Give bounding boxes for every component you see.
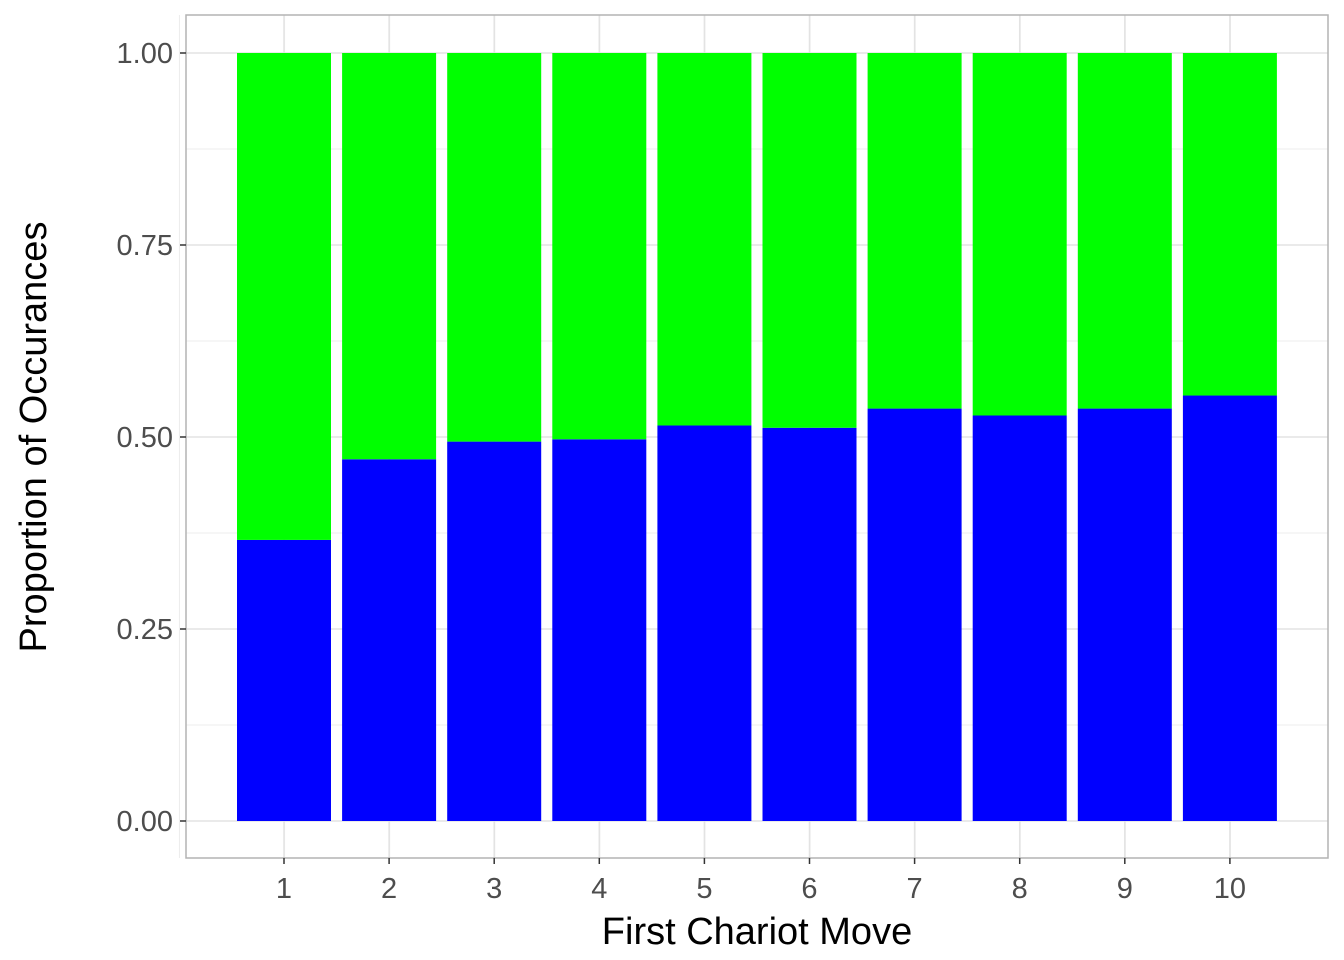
axes: 0.00 0.25 0.50 0.75 1.00 1 2 3 4 5 6 7 8 9 10 <box>117 38 1246 905</box>
bar-segment-1-7 <box>867 408 962 821</box>
x-tick-label: 4 <box>591 873 607 905</box>
bar-segment-2-5 <box>657 53 752 426</box>
x-tick-label: 5 <box>696 873 712 905</box>
x-tick-label: 8 <box>1012 873 1028 905</box>
x-tick-label: 6 <box>801 873 817 905</box>
bar-segment-1-10 <box>1182 395 1277 821</box>
y-tick-label: 0.25 <box>117 614 173 646</box>
bar-segment-2-1 <box>237 53 331 540</box>
bar-segment-1-1 <box>237 539 331 821</box>
bar-segment-2-3 <box>447 53 542 442</box>
bar-segment-1-2 <box>342 459 437 821</box>
bar-segment-2-6 <box>762 53 857 428</box>
x-tick-label: 1 <box>276 873 292 905</box>
x-tick-label: 7 <box>907 873 923 905</box>
y-axis-title: Proportion of Occurances <box>13 222 55 653</box>
bar-segment-1-9 <box>1077 408 1172 821</box>
bar-segment-2-8 <box>972 53 1067 416</box>
x-tick-label: 2 <box>381 873 397 905</box>
bar-segment-2-2 <box>342 53 437 460</box>
y-tick-label: 0.75 <box>117 230 173 262</box>
x-axis-title: First Chariot Move <box>602 911 912 953</box>
bar-segment-1-6 <box>762 427 857 821</box>
bar-segment-1-5 <box>657 425 752 821</box>
x-tick-label: 9 <box>1117 873 1133 905</box>
y-tick-label: 0.00 <box>117 806 173 838</box>
x-tick-label: 10 <box>1214 873 1246 905</box>
bar-segment-1-3 <box>447 441 542 821</box>
bar-segment-1-8 <box>972 415 1067 821</box>
bar-segment-2-4 <box>552 53 647 440</box>
bar-segment-1-4 <box>552 439 647 821</box>
bar-segment-2-10 <box>1182 53 1277 396</box>
bars <box>237 53 1277 821</box>
y-tick-label: 1.00 <box>117 38 173 70</box>
bar-segment-2-7 <box>867 53 962 409</box>
bar-segment-2-9 <box>1077 53 1172 409</box>
x-tick-label: 3 <box>486 873 502 905</box>
y-tick-label: 0.50 <box>117 422 173 454</box>
